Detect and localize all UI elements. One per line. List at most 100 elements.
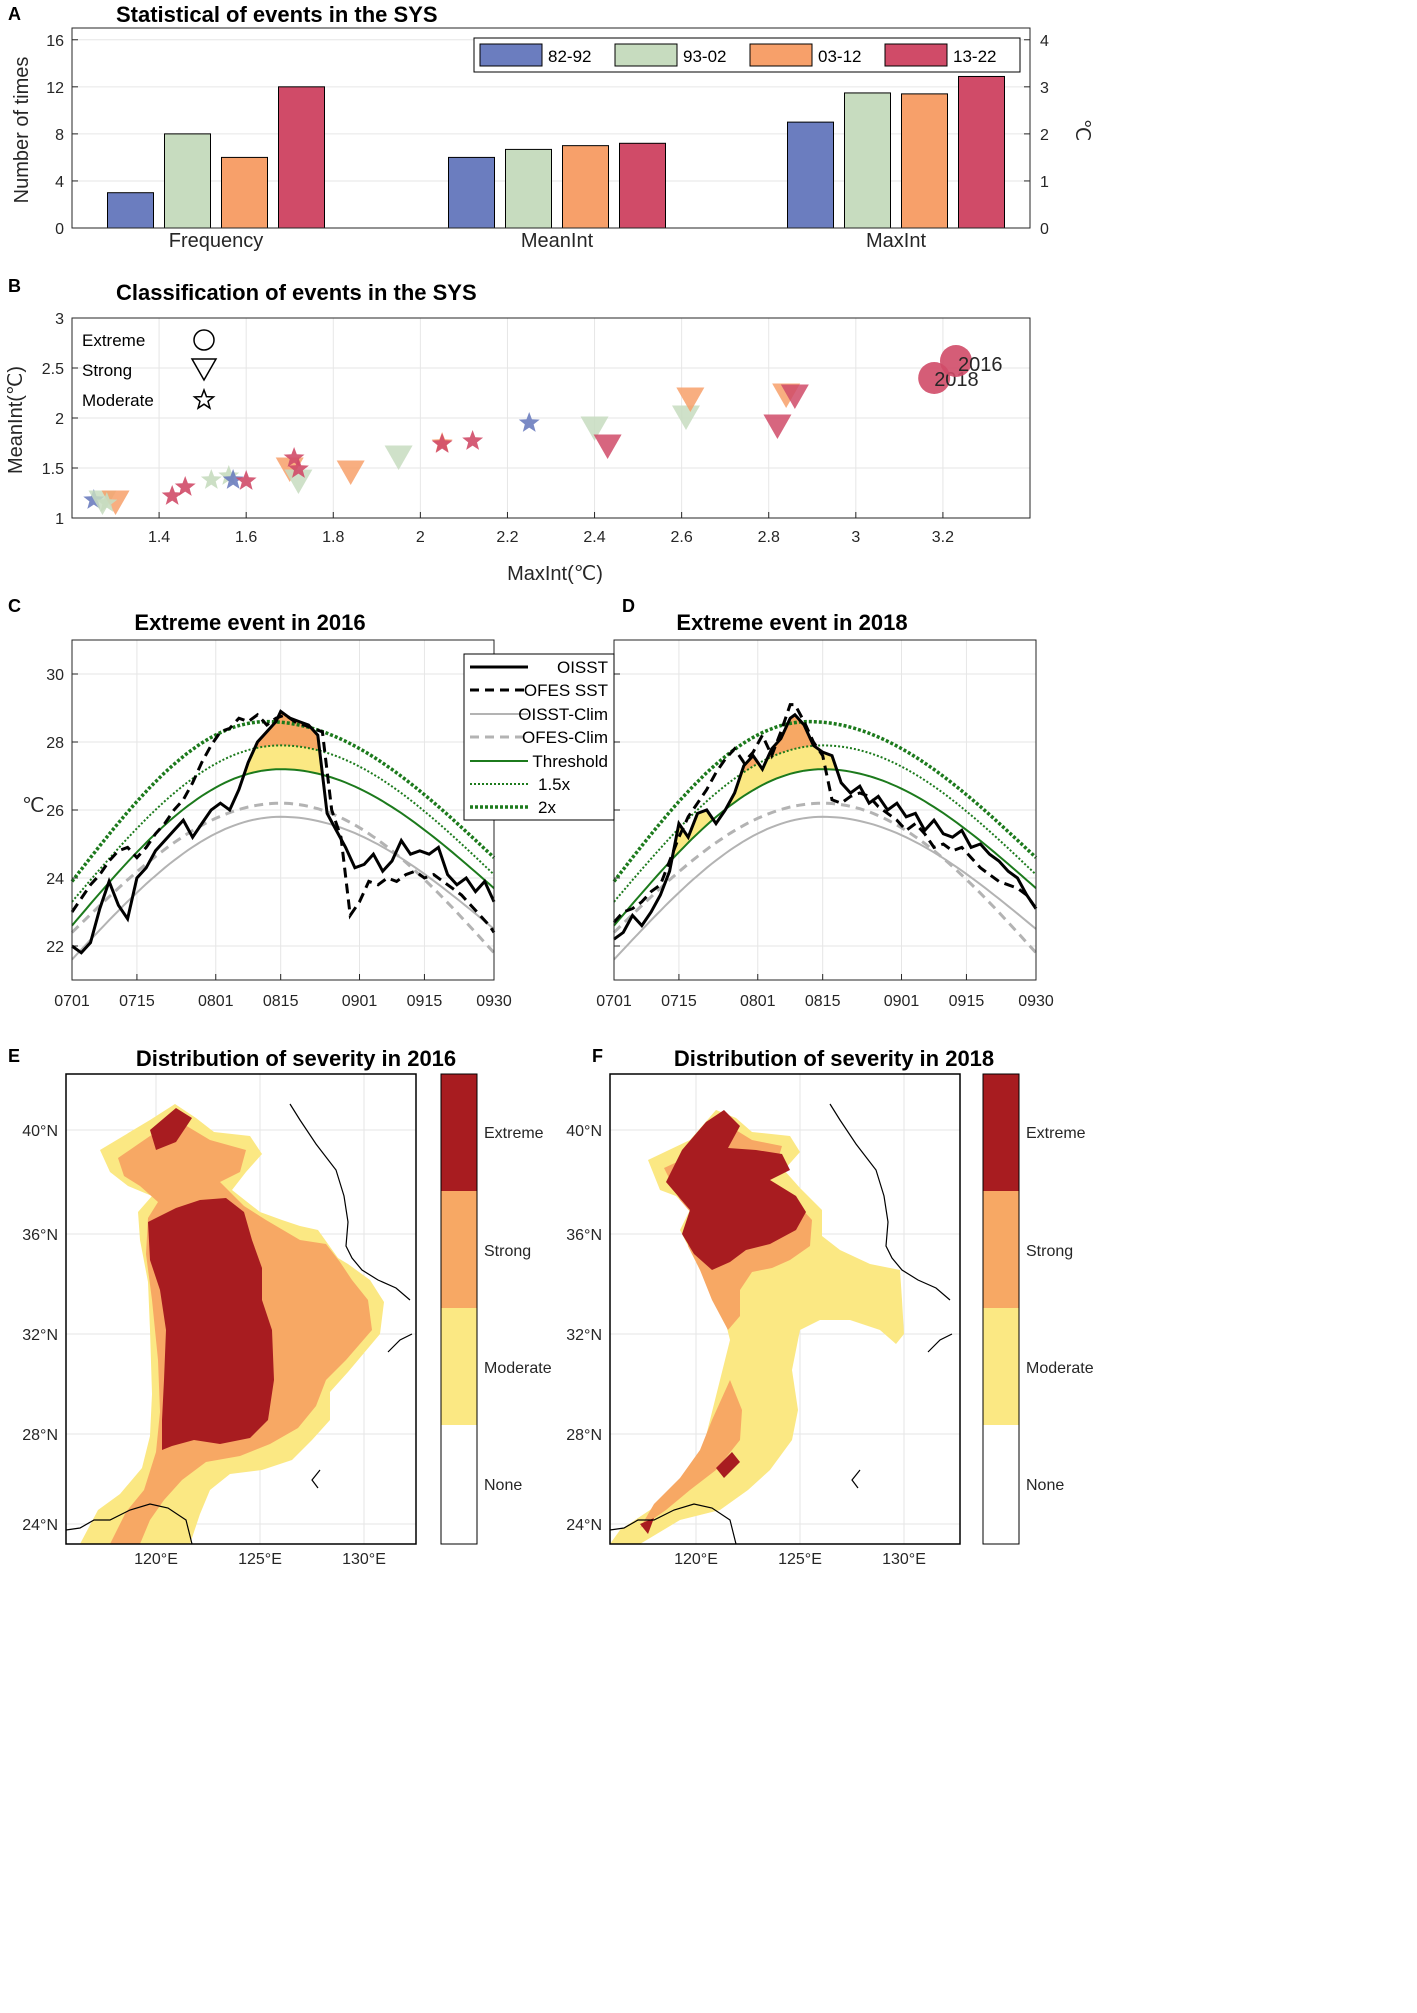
panel-b-xtick-label: 2 bbox=[416, 529, 425, 546]
panel-b-title: Classification of events in the SYS bbox=[116, 280, 477, 305]
bar-frequency-13-22 bbox=[278, 86, 325, 229]
panel-a-category-maxint: MaxInt bbox=[866, 230, 926, 252]
panel-d-chart: 0701 0715 0801 0815 0901 0915 0930 bbox=[596, 639, 1054, 1010]
scatter-point-strong bbox=[580, 416, 609, 441]
panel-label-f: F bbox=[592, 1046, 603, 1066]
map-e-lon-130: 130°E bbox=[342, 1551, 386, 1568]
line-ytick-label: 24 bbox=[46, 871, 64, 888]
map-e-coastline bbox=[65, 1103, 413, 1545]
panel-b-xtick-label: 1.6 bbox=[235, 529, 257, 546]
series-ofes-sst bbox=[612, 703, 1038, 924]
marker-legend-label-moderate: Moderate bbox=[82, 391, 154, 410]
line-xtick-label: 0901 bbox=[342, 993, 378, 1010]
scatter-point-moderate bbox=[222, 469, 244, 489]
panel-b-ytick-label: 1 bbox=[55, 511, 64, 528]
marker-legend-star bbox=[192, 387, 216, 410]
colorbar-f-label-strong: Strong bbox=[1026, 1243, 1073, 1260]
map-e-ticks: 40°N 36°N 32°N 28°N 24°N 120°E 125°E 130… bbox=[22, 1123, 386, 1568]
panel-a-ylabel-right: ℃ bbox=[1071, 119, 1093, 141]
series-oisst bbox=[71, 709, 496, 955]
scatter-point-moderate bbox=[174, 476, 196, 496]
map-f-lon-125: 125°E bbox=[778, 1551, 822, 1568]
map-e-frame bbox=[65, 1073, 417, 1545]
panel-a-legend: 82-92 93-02 03-12 13-22 bbox=[473, 37, 1021, 73]
scatter-point-extreme bbox=[939, 345, 972, 377]
panel-b-xtick-label: 3 bbox=[851, 529, 860, 546]
panel-label-c: C bbox=[8, 596, 21, 616]
panel-a-ytick-label-right: 0 bbox=[1040, 221, 1049, 238]
map-e-lat-40: 40°N bbox=[22, 1123, 58, 1140]
map-e-lat-32: 32°N bbox=[22, 1327, 58, 1344]
map-f-lon-120: 120°E bbox=[674, 1551, 718, 1568]
line-ytick-label: 28 bbox=[46, 735, 64, 752]
map-f-lat-32: 32°N bbox=[566, 1327, 602, 1344]
scatter-point-strong bbox=[384, 445, 413, 470]
scatter-point-strong bbox=[593, 434, 622, 459]
scatter-point-strong bbox=[763, 414, 792, 439]
scatter-point-strong bbox=[780, 384, 809, 409]
legend-label-93-02: 93-02 bbox=[683, 47, 726, 66]
scatter-point-strong bbox=[284, 469, 313, 494]
bar-frequency-82-92 bbox=[107, 192, 154, 229]
scatter-point-moderate bbox=[431, 433, 453, 453]
line-xtick-label: 0715 bbox=[661, 993, 697, 1010]
line-xtick-label: 0701 bbox=[596, 993, 632, 1010]
colorbar-e-strong bbox=[441, 1191, 477, 1308]
scatter-point-strong bbox=[671, 405, 700, 430]
legend-2x: 2x bbox=[538, 798, 556, 817]
scatter-point-strong bbox=[336, 460, 365, 485]
panel-a-axes bbox=[71, 27, 1031, 229]
figure: A Statistical of events in the SYS Frequ… bbox=[5, 2, 1094, 1568]
panel-e-title: Distribution of severity in 2016 bbox=[136, 1046, 456, 1071]
panel-label-d: D bbox=[622, 596, 635, 616]
legend-label-13-22: 13-22 bbox=[953, 47, 996, 66]
colorbar-e-label-strong: Strong bbox=[484, 1243, 531, 1260]
scatter-point-strong bbox=[676, 387, 705, 412]
map-e-lat-28: 28°N bbox=[22, 1427, 58, 1444]
map-f-lat-28: 28°N bbox=[566, 1427, 602, 1444]
line-xtick-label: 0701 bbox=[54, 993, 90, 1010]
line-xtick-label: 0715 bbox=[119, 993, 155, 1010]
panel-label-b: B bbox=[8, 276, 21, 296]
panel-b-xtick-label: 3.2 bbox=[932, 529, 954, 546]
line-xtick-label: 0801 bbox=[198, 993, 234, 1010]
map-f: 40°N 36°N 32°N 28°N 24°N 120°E 125°E 130… bbox=[566, 1073, 961, 1568]
legend-swatch-03-12 bbox=[749, 43, 813, 67]
panel-b-xtick-label: 1.4 bbox=[148, 529, 170, 546]
panel-b-xlabel: MaxInt(℃) bbox=[507, 563, 603, 585]
fill-strong bbox=[741, 755, 758, 774]
marker-legend-circle bbox=[193, 329, 215, 351]
series-1-5x bbox=[71, 744, 495, 903]
map-f-lat-36: 36°N bbox=[566, 1227, 602, 1244]
fill-moderate bbox=[672, 810, 712, 860]
line-xtick-label: 0915 bbox=[407, 993, 443, 1010]
colorbar-f-moderate bbox=[983, 1308, 1019, 1425]
bar-frequency-93-02 bbox=[164, 133, 211, 229]
legend-label-03-12: 03-12 bbox=[818, 47, 861, 66]
panel-b-ytick-label: 1.5 bbox=[42, 461, 64, 478]
panel-b-chart: 1.4 1.6 1.8 2 2.2 2.4 2.6 2.8 3 3.2 1 1.5 2 2.5 3 20182… bbox=[42, 311, 1031, 546]
map-f-moderate-region bbox=[610, 1110, 904, 1544]
panel-label-e: E bbox=[8, 1046, 20, 1066]
panel-b-ytick-label: 2 bbox=[55, 411, 64, 428]
scatter-point-moderate bbox=[288, 458, 309, 478]
scatter-point-moderate bbox=[235, 470, 257, 490]
marker-legend-label-strong: Strong bbox=[82, 361, 132, 380]
scatter-point-moderate bbox=[462, 430, 484, 450]
line-legend: OISST OFES SST OISST-Clim OFES-Clim Thre… bbox=[463, 653, 615, 821]
scatter-label-2018: 2018 bbox=[934, 369, 979, 391]
series-oisst-clim bbox=[71, 815, 495, 961]
legend-threshold: Threshold bbox=[532, 752, 608, 771]
colorbar-f-strong bbox=[983, 1191, 1019, 1308]
bar-frequency-03-12 bbox=[221, 156, 268, 229]
series-ofes-clim bbox=[70, 801, 496, 954]
legend-swatch-13-22 bbox=[884, 43, 948, 67]
bar-maxint-13-22 bbox=[958, 75, 1005, 229]
legend-oisst: OISST bbox=[557, 658, 608, 677]
legend-ofes-clim: OFES-Clim bbox=[522, 728, 608, 747]
colorbar-e-label-moderate: Moderate bbox=[484, 1360, 552, 1377]
map-e-lon-120: 120°E bbox=[134, 1551, 178, 1568]
panel-a-category-frequency: Frequency bbox=[169, 230, 264, 252]
panel-a-ytick-label-left: 16 bbox=[46, 33, 64, 50]
colorbar-f-label-none: None bbox=[1026, 1477, 1064, 1494]
